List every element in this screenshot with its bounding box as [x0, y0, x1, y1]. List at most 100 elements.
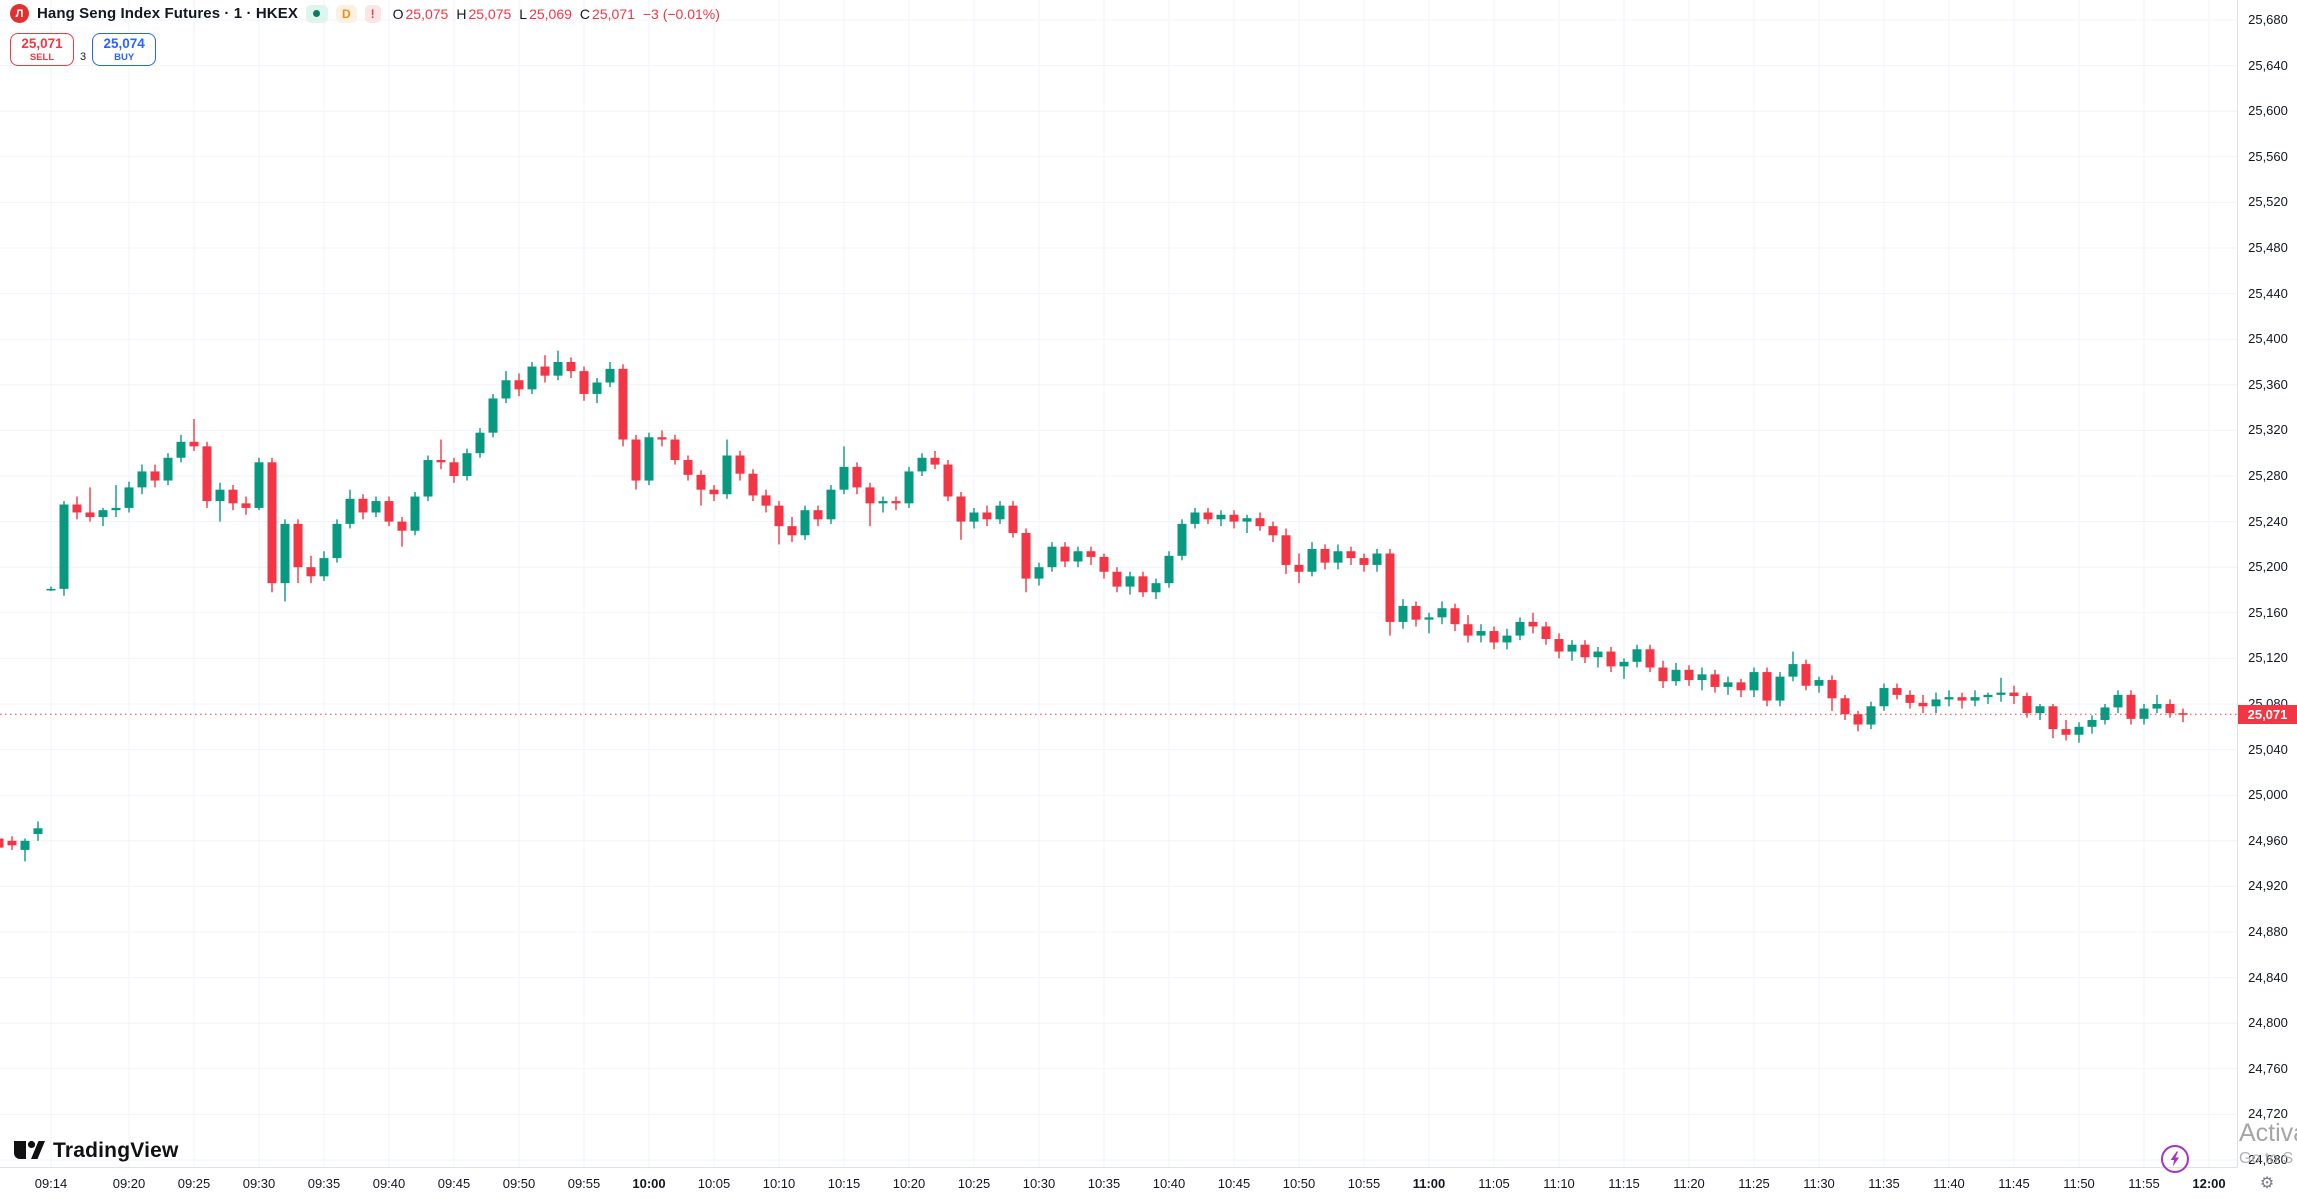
- price-axis-label: 24,720: [2248, 1106, 2288, 1122]
- time-axis-label: 10:35: [1087, 1176, 1121, 1191]
- candle-body: [1866, 706, 1876, 725]
- time-axis-label: 11:45: [1998, 1176, 2030, 1191]
- candle-body: [1580, 644, 1590, 658]
- candle-body: [1190, 512, 1200, 524]
- time-axis-label: 11:35: [1868, 1176, 1900, 1191]
- data-alert-badge[interactable]: !: [364, 4, 381, 23]
- symbol-title[interactable]: Hang Seng Index Futures · 1 · HKEX: [37, 5, 298, 22]
- candle-body: [566, 362, 576, 372]
- price-axis-label: 25,000: [2248, 787, 2288, 803]
- symbol-logo[interactable]: Л: [10, 4, 29, 23]
- time-axis-label: 09:40: [372, 1176, 406, 1191]
- candle-body: [202, 446, 212, 502]
- candle-body: [1268, 526, 1278, 536]
- candle-body: [1372, 553, 1382, 565]
- time-axis-label: 10:00: [632, 1176, 666, 1191]
- candle-body: [1697, 674, 1707, 681]
- candle-body: [631, 439, 641, 481]
- candle-body: [1970, 697, 1980, 701]
- candle-body: [254, 462, 264, 508]
- order-panel: 25,071 SELL 3 25,074 BUY: [10, 33, 157, 66]
- price-axis[interactable]: 25,680 25,640 25,600 25,560 25,520 25,480 25,4…: [2237, 0, 2297, 1167]
- time-axis-label: 11:50: [2063, 1176, 2095, 1191]
- candle-body: [1892, 688, 1902, 695]
- candle-body: [1827, 680, 1837, 699]
- candle-body: [865, 487, 875, 504]
- candle-body: [1879, 688, 1889, 707]
- candle-body: [1840, 698, 1850, 715]
- candle-body: [1710, 674, 1720, 687]
- candle-body: [2061, 729, 2071, 735]
- low-value: 25,069: [529, 5, 572, 22]
- candle-body: [1437, 608, 1447, 618]
- candle-body: [748, 473, 758, 496]
- candle-body: [293, 523, 303, 568]
- candle-body: [605, 368, 615, 383]
- candle-body: [1151, 583, 1161, 593]
- candle-body: [1814, 680, 1824, 686]
- candle-body: [2022, 696, 2032, 714]
- candle-body: [2126, 694, 2136, 719]
- sell-label: SELL: [29, 51, 55, 63]
- candle-body: [1125, 576, 1135, 587]
- candle-body: [1996, 692, 2006, 695]
- candle-body: [592, 382, 602, 394]
- candle-body: [20, 840, 30, 850]
- candle-body: [1424, 617, 1434, 620]
- candle-body: [1528, 621, 1538, 627]
- candle-body: [72, 504, 82, 513]
- candle-body: [1411, 605, 1421, 620]
- candle-body: [1775, 676, 1785, 701]
- candle-body: [735, 455, 745, 474]
- candle-body: [618, 368, 628, 440]
- candle-body: [1216, 514, 1226, 520]
- candle-body: [1242, 518, 1252, 522]
- time-axis-label: 11:55: [2128, 1176, 2160, 1191]
- ohlc-high: H 25,075: [456, 6, 511, 22]
- candle-body: [1788, 664, 1798, 677]
- candle-body: [0, 838, 4, 848]
- candle-body: [228, 489, 238, 504]
- candle-body: [2074, 726, 2084, 735]
- time-axis-label: 11:20: [1673, 1176, 1705, 1191]
- buy-button[interactable]: 25,074 BUY: [92, 33, 157, 66]
- price-axis-label: 25,040: [2248, 741, 2288, 757]
- candle-body: [1853, 714, 1863, 725]
- market-open-status-icon[interactable]: [305, 4, 328, 23]
- candle-body: [787, 526, 797, 536]
- time-axis[interactable]: 09:14 09:20 09:25 09:30 09:35 09:40 09:45 09:50…: [0, 1167, 2297, 1199]
- time-axis-label: 09:45: [437, 1176, 471, 1191]
- gear-icon[interactable]: ⚙: [2259, 1175, 2275, 1192]
- candle-body: [462, 453, 472, 476]
- candle-body: [1476, 631, 1486, 636]
- candle-body: [514, 380, 524, 390]
- candle-body: [1905, 694, 1915, 703]
- candle-body: [1060, 546, 1070, 562]
- time-axis-label: 11:10: [1543, 1176, 1575, 1191]
- price-axis-label: 25,640: [2248, 57, 2288, 73]
- candle-body: [410, 496, 420, 531]
- candle-body: [488, 398, 498, 433]
- candle-body: [2152, 704, 2162, 709]
- candle-body: [826, 489, 836, 520]
- candle-body: [1021, 533, 1031, 579]
- delayed-data-badge[interactable]: D: [335, 4, 357, 23]
- axis-settings-corner[interactable]: ⚙: [2237, 1167, 2297, 1199]
- price-axis-label: 25,400: [2248, 331, 2288, 347]
- time-axis-label: 10:30: [1022, 1176, 1056, 1191]
- candle-body: [1983, 694, 1993, 698]
- spread-value: 3: [80, 51, 87, 63]
- sell-button[interactable]: 25,071 SELL: [10, 33, 74, 66]
- time-axis-label: 12:00: [2192, 1176, 2226, 1191]
- time-axis-label: 10:05: [697, 1176, 731, 1191]
- boost-button[interactable]: [2160, 1144, 2190, 1174]
- candle-body: [579, 371, 589, 394]
- tradingview-logo[interactable]: TradingView: [12, 1138, 179, 1164]
- time-axis-label: 10:15: [827, 1176, 861, 1191]
- candle-body: [722, 455, 732, 495]
- ohlc-close: C 25,071: [580, 6, 635, 22]
- price-axis-label: 24,760: [2248, 1060, 2288, 1076]
- current-price-badge: 25,071: [2238, 704, 2297, 724]
